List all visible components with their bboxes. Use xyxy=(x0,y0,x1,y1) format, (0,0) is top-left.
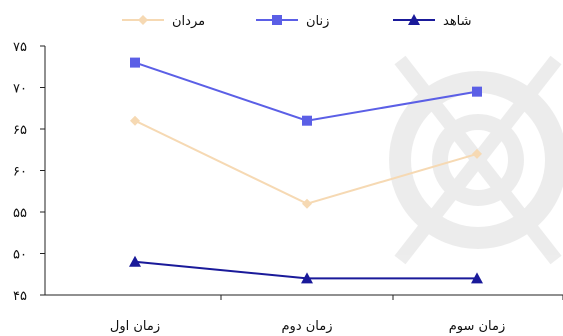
data-point xyxy=(471,272,483,284)
x-category-label: زمان دوم xyxy=(282,319,333,334)
legend-entry: زنان xyxy=(256,14,329,29)
data-point xyxy=(129,255,141,267)
x-category-label: زمان اول xyxy=(110,319,160,334)
y-tick-label: ۶۵ xyxy=(13,123,27,138)
legend: شاهد زنان مردان xyxy=(122,14,472,29)
data-point xyxy=(130,57,140,68)
series-2 xyxy=(129,255,483,284)
series-0 xyxy=(130,115,482,209)
data-point xyxy=(302,198,312,209)
legend-swatch-marker xyxy=(408,14,420,25)
data-point xyxy=(472,86,482,97)
data-point xyxy=(301,272,313,284)
series-1 xyxy=(130,57,482,126)
legend-entry: مردان xyxy=(122,14,205,29)
y-tick-label: ۵۵ xyxy=(13,206,27,221)
legend-label: شاهد xyxy=(443,14,472,29)
legend-swatch-marker xyxy=(272,15,282,25)
watermark-decoration xyxy=(389,55,563,265)
y-tick-label: ۶۰ xyxy=(13,165,27,180)
legend-label: زنان xyxy=(306,14,329,29)
legend-entry: شاهد xyxy=(393,14,472,29)
x-category-label: زمان سوم xyxy=(449,319,506,334)
y-tick-label: ۷۰ xyxy=(13,82,27,97)
data-point xyxy=(302,115,312,126)
y-tick-label: ۴۵ xyxy=(13,289,27,304)
data-point xyxy=(472,148,482,159)
legend-label: مردان xyxy=(172,14,205,29)
data-point xyxy=(130,115,140,126)
series-line xyxy=(134,119,478,205)
series-layer xyxy=(129,57,483,284)
y-tick-label: ۵۰ xyxy=(13,248,27,263)
y-tick-label: ۷۵ xyxy=(13,40,27,55)
axes: ۴۵ ۵۰ ۵۵ ۶۰ ۶۵ ۷۰ ۷۵ زمان اول زمان دوم زمان سوم xyxy=(13,40,563,334)
legend-swatch-marker xyxy=(138,15,148,25)
